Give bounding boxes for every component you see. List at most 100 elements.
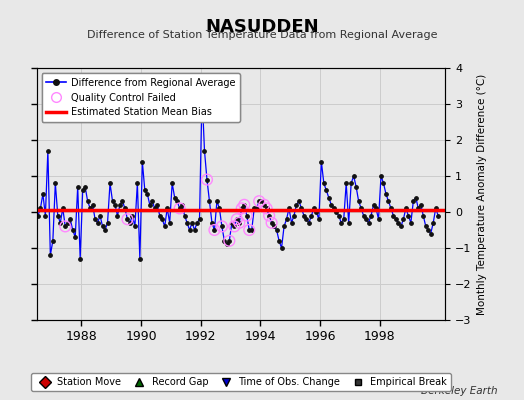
Point	[220, 238, 228, 244]
Point	[344, 220, 353, 226]
Point	[352, 184, 361, 190]
Point	[243, 212, 251, 219]
Point	[173, 198, 181, 204]
Point	[168, 180, 177, 186]
Text: Berkeley Earth: Berkeley Earth	[421, 386, 498, 396]
Text: NASUDDEN: NASUDDEN	[205, 18, 319, 36]
Point	[146, 202, 154, 208]
Point	[160, 223, 169, 230]
Point	[350, 173, 358, 179]
Point	[285, 205, 293, 212]
Point	[387, 205, 395, 212]
Point	[347, 180, 355, 186]
Point	[43, 148, 52, 154]
Point	[39, 191, 47, 197]
Point	[382, 191, 390, 197]
Point	[272, 227, 281, 233]
Point	[310, 205, 318, 212]
Point	[240, 202, 248, 208]
Point	[263, 205, 271, 212]
Point	[240, 202, 248, 208]
Point	[153, 202, 161, 208]
Point	[63, 220, 72, 226]
Point	[364, 220, 373, 226]
Point	[183, 220, 191, 226]
Point	[34, 212, 42, 219]
Point	[69, 227, 77, 233]
Point	[163, 205, 171, 212]
Point	[265, 212, 274, 219]
Point	[217, 223, 226, 230]
Point	[245, 227, 254, 233]
Point	[255, 198, 264, 204]
Point	[71, 234, 80, 240]
Point	[93, 220, 102, 226]
Point	[53, 212, 62, 219]
Point	[277, 245, 286, 251]
Point	[300, 212, 308, 219]
Point	[297, 205, 305, 212]
Point	[73, 184, 82, 190]
Point	[384, 198, 392, 204]
Point	[317, 158, 325, 165]
Point	[377, 173, 385, 179]
Point	[86, 205, 94, 212]
Point	[287, 220, 296, 226]
Point	[205, 198, 214, 204]
Point	[374, 216, 383, 222]
Point	[79, 187, 87, 194]
Point	[180, 212, 189, 219]
Point	[237, 205, 246, 212]
Point	[213, 198, 221, 204]
Point	[198, 90, 206, 96]
Point	[359, 212, 368, 219]
Point	[414, 205, 422, 212]
Point	[379, 180, 388, 186]
Point	[126, 220, 134, 226]
Point	[31, 220, 40, 226]
Point	[225, 238, 234, 244]
Point	[263, 205, 271, 212]
Point	[422, 223, 430, 230]
Point	[56, 220, 64, 226]
Point	[29, 216, 37, 222]
Point	[210, 227, 219, 233]
Point	[417, 202, 425, 208]
Point	[140, 187, 149, 194]
Point	[330, 205, 338, 212]
Point	[327, 202, 335, 208]
Point	[243, 212, 251, 219]
Point	[106, 180, 114, 186]
Point	[394, 220, 402, 226]
Point	[170, 194, 179, 201]
Point	[337, 220, 345, 226]
Point	[227, 220, 236, 226]
Point	[193, 220, 201, 226]
Point	[200, 148, 209, 154]
Point	[217, 223, 226, 230]
Point	[357, 205, 365, 212]
Point	[225, 238, 234, 244]
Point	[118, 198, 127, 204]
Point	[51, 180, 60, 186]
Point	[108, 198, 117, 204]
Point	[76, 256, 84, 262]
Point	[267, 220, 276, 226]
Point	[290, 212, 298, 219]
Point	[250, 205, 258, 212]
Point	[223, 241, 231, 248]
Point	[143, 191, 151, 197]
Point	[389, 212, 398, 219]
Point	[233, 216, 241, 222]
Point	[176, 205, 184, 212]
Point	[49, 238, 57, 244]
Point	[295, 198, 303, 204]
Point	[26, 227, 35, 233]
Point	[322, 187, 331, 194]
Point	[312, 209, 321, 215]
Point	[176, 205, 184, 212]
Point	[399, 216, 408, 222]
Point	[24, 223, 32, 230]
Point	[61, 223, 70, 230]
Point	[46, 252, 54, 258]
